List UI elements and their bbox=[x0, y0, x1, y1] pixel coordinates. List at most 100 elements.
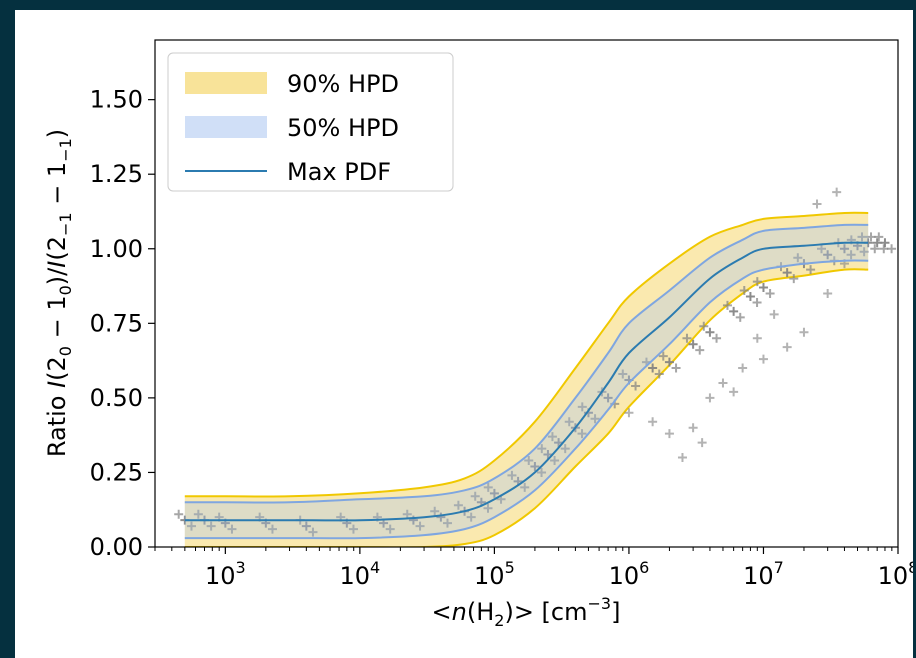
y-tick-label: 1.25 bbox=[90, 160, 143, 188]
scatter-point bbox=[870, 244, 880, 254]
scatter-point bbox=[812, 199, 822, 209]
scatter-point bbox=[537, 444, 547, 454]
hpd-50-band bbox=[184, 224, 869, 539]
scatter-point bbox=[648, 363, 658, 373]
legend-label: Max PDF bbox=[287, 158, 391, 186]
scatter-point bbox=[547, 432, 557, 442]
scatter-point bbox=[705, 327, 715, 337]
scatter-point bbox=[880, 238, 890, 248]
scatter-point bbox=[577, 402, 587, 412]
legend-label: 90% HPD bbox=[287, 70, 399, 98]
chart-canvas: 103 104 105 106 107 108 0.00 0.25 0.50 0.75 1.00 1… bbox=[43, 39, 913, 630]
scatter-point bbox=[267, 524, 277, 534]
scatter-point bbox=[483, 482, 493, 492]
legend: 90% HPD 50% HPD Max PDF bbox=[167, 52, 454, 192]
scatter-point bbox=[543, 450, 553, 460]
scatter-point bbox=[765, 289, 775, 298]
scatter-point bbox=[530, 461, 540, 471]
scatter-point bbox=[859, 247, 869, 257]
scatter-point bbox=[658, 351, 668, 361]
hpd-50-lower-line bbox=[184, 259, 869, 540]
scatter-point bbox=[618, 369, 628, 379]
scatter-point bbox=[697, 438, 707, 448]
scatter-point bbox=[874, 232, 884, 242]
scatter-point bbox=[415, 521, 425, 531]
scatter-point bbox=[227, 524, 237, 534]
scatter-point bbox=[789, 274, 799, 284]
scatter-point bbox=[782, 268, 792, 278]
scatter-point bbox=[758, 354, 768, 364]
scatter-point bbox=[739, 286, 749, 296]
plot-frame bbox=[154, 39, 899, 548]
scatter-point bbox=[752, 277, 762, 287]
y-axis: 0.00 0.25 0.50 0.75 1.00 1.25 1.50 bbox=[90, 86, 155, 561]
scatter-point bbox=[560, 444, 570, 454]
scatter-point bbox=[695, 345, 705, 355]
scatter-point bbox=[453, 500, 463, 510]
scatter-point bbox=[729, 306, 739, 316]
scatter-point bbox=[524, 456, 534, 466]
y-tick-label: 1.00 bbox=[90, 235, 143, 263]
hpd-50-upper-line bbox=[184, 223, 869, 504]
x-axis: 103 104 105 106 107 108 bbox=[154, 547, 913, 590]
scatter-point bbox=[664, 429, 674, 439]
scatter-point bbox=[174, 509, 184, 519]
y-tick-label: 1.50 bbox=[90, 86, 143, 114]
scatter-point bbox=[520, 482, 530, 492]
scatter-point bbox=[769, 309, 779, 319]
scatter-point bbox=[186, 521, 196, 531]
scatter-point bbox=[603, 393, 613, 403]
scatter-point bbox=[590, 414, 600, 424]
scatter-point bbox=[823, 289, 833, 298]
scatter-point bbox=[745, 291, 755, 301]
scatter-point bbox=[537, 467, 547, 477]
scatter-point bbox=[577, 429, 587, 439]
scatter-point bbox=[631, 381, 641, 391]
scatter-point bbox=[308, 527, 318, 537]
scatter-point bbox=[688, 423, 698, 433]
scatter-point bbox=[206, 521, 216, 531]
scatter-point bbox=[866, 232, 876, 242]
scatter-point bbox=[823, 250, 833, 260]
scatter-point bbox=[846, 250, 856, 260]
scatter-point bbox=[688, 339, 698, 349]
scatter-point bbox=[385, 524, 395, 534]
scatter-point bbox=[402, 509, 412, 519]
scatter-point bbox=[817, 244, 827, 254]
scatter-point bbox=[799, 327, 809, 337]
scatter-point bbox=[507, 470, 517, 480]
scatter-point bbox=[752, 297, 762, 307]
scatter-point bbox=[564, 417, 574, 427]
hpd-90-lower-line bbox=[184, 268, 869, 547]
scatter-point bbox=[712, 333, 722, 343]
scatter-point bbox=[705, 393, 715, 403]
scatter-point bbox=[671, 363, 681, 373]
scatter-point bbox=[442, 518, 452, 528]
scatter-points bbox=[174, 187, 897, 537]
scatter-point bbox=[348, 524, 358, 534]
x-axis-label: <n(H2)> [cm−3] bbox=[432, 594, 621, 630]
x-tick-label: 103 bbox=[205, 558, 246, 590]
legend-label: 50% HPD bbox=[287, 114, 399, 142]
scatter-point bbox=[677, 453, 687, 463]
scatter-point bbox=[682, 333, 692, 343]
scatter-point bbox=[624, 408, 634, 418]
hpd-90-upper-line bbox=[184, 211, 869, 498]
scatter-point bbox=[430, 506, 440, 516]
scatter-point bbox=[857, 232, 867, 242]
scatter-point bbox=[470, 491, 480, 501]
scatter-point bbox=[664, 357, 674, 367]
scatter-point bbox=[872, 238, 882, 248]
scatter-point bbox=[648, 417, 658, 427]
x-tick-label: 108 bbox=[878, 558, 913, 590]
scatter-point bbox=[793, 253, 803, 263]
x-tick-label: 105 bbox=[474, 558, 515, 590]
scatter-point bbox=[729, 387, 739, 397]
scatter-point bbox=[722, 300, 732, 310]
y-tick-label: 0.00 bbox=[90, 533, 143, 561]
scatter-point bbox=[193, 509, 203, 519]
legend-swatch bbox=[185, 116, 267, 138]
scatter-point bbox=[654, 369, 664, 379]
scatter-point bbox=[738, 363, 748, 373]
scatter-point bbox=[466, 512, 476, 522]
